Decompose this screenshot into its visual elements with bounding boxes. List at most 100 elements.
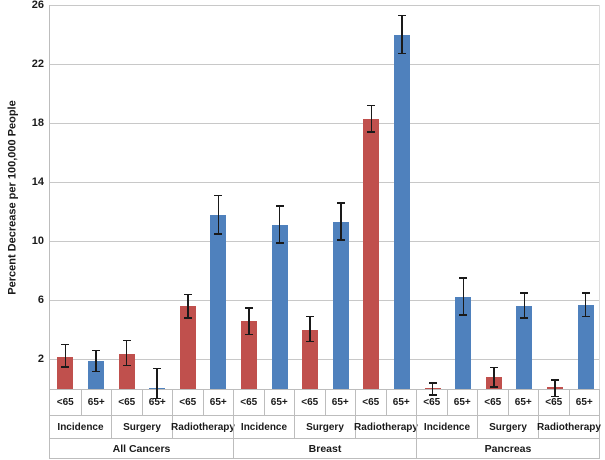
age-label-cell: <65 xyxy=(56,397,74,408)
age-label-cell: 65+ xyxy=(141,390,173,415)
error-bar-cap xyxy=(489,366,498,369)
gridline xyxy=(50,299,599,301)
error-bar-cap xyxy=(336,239,345,241)
error-bar-cap xyxy=(91,349,100,352)
error-bar xyxy=(523,293,526,319)
bar xyxy=(57,356,74,389)
age-label-cell: 65+ xyxy=(385,390,417,415)
measure-label-cell: Surgery xyxy=(477,416,538,438)
measure-label-cell: Radiotherapy xyxy=(537,416,601,438)
gridline xyxy=(50,240,599,242)
y-tick-label: 14 xyxy=(31,176,44,189)
error-bar-cap xyxy=(122,339,131,341)
error-bar-cap xyxy=(520,292,529,294)
error-bar-cap xyxy=(244,307,253,309)
error-bar-cap xyxy=(275,205,284,207)
error-bar xyxy=(462,278,464,316)
bar xyxy=(271,225,288,389)
group-label-cell: Breast xyxy=(233,439,416,458)
y-tick-label: 18 xyxy=(31,117,44,130)
measure-label-row: Incidence Surgery Radiotherapy Incidence Sur… xyxy=(50,415,601,438)
error-bar-cap xyxy=(428,382,437,384)
error-bar xyxy=(554,380,556,397)
bar xyxy=(179,306,196,389)
measure-label-cell: Radiotherapy xyxy=(354,416,418,438)
error-bar xyxy=(370,105,373,132)
category-axis-table: <65 65+ <65 65+ <65 65+ <65 65+ <65 65+ <65 65+ <65 6… xyxy=(49,389,601,459)
gridline xyxy=(50,122,599,124)
error-bar-cap xyxy=(61,366,70,368)
error-bar xyxy=(431,383,434,395)
measure-label-cell: Radiotherapy xyxy=(171,416,235,438)
error-bar-cap xyxy=(306,315,315,318)
error-bar xyxy=(340,202,342,240)
error-bar-cap xyxy=(153,397,162,400)
bar xyxy=(516,306,533,389)
error-bar xyxy=(187,294,189,319)
age-label-cell: 65+ xyxy=(568,390,600,415)
error-bar-cap xyxy=(367,131,376,133)
bar xyxy=(302,329,319,389)
error-bar-cap xyxy=(153,367,162,370)
age-label-cell: 65+ xyxy=(80,390,112,415)
age-label-cell: <65 xyxy=(538,390,569,415)
error-bar xyxy=(64,344,67,367)
error-bar xyxy=(401,15,403,54)
age-label-cell: 65+ xyxy=(324,390,356,415)
error-bar-cap xyxy=(581,292,590,294)
bar xyxy=(332,222,349,389)
y-tick-label: 2 xyxy=(37,353,44,366)
gridline xyxy=(50,358,599,360)
y-tick-label: 26 xyxy=(31,0,44,11)
error-bar-cap xyxy=(551,379,560,381)
age-label-cell: 65+ xyxy=(446,390,478,415)
age-label-row: <65 65+ <65 65+ <65 65+ <65 65+ <65 65+ <65 65+ <65 6… xyxy=(50,390,599,415)
measure-label-cell: Incidence xyxy=(57,421,104,433)
age-label-cell: <65 xyxy=(477,390,508,415)
bar xyxy=(577,304,594,389)
error-bar-cap xyxy=(581,315,590,318)
group-label-cell: Pancreas xyxy=(416,439,599,458)
plot-area xyxy=(49,4,600,400)
error-bar-cap xyxy=(428,394,437,396)
measure-label-cell: Incidence xyxy=(416,416,477,438)
error-bar xyxy=(278,205,281,243)
age-label-cell: <65 xyxy=(355,390,386,415)
measure-label-cell: Surgery xyxy=(294,416,355,438)
error-bar-cap xyxy=(214,194,223,197)
bar xyxy=(210,214,227,389)
bar xyxy=(455,297,472,389)
error-bar-cap xyxy=(244,333,253,336)
error-bar xyxy=(248,307,250,335)
gridline xyxy=(50,4,599,6)
error-bar xyxy=(125,340,128,366)
error-bar-cap xyxy=(367,104,376,107)
error-bar xyxy=(584,293,587,317)
error-bar xyxy=(493,367,495,387)
error-bar-cap xyxy=(61,343,70,346)
y-tick-label: 10 xyxy=(31,235,44,248)
bar xyxy=(240,321,257,389)
error-bar-cap xyxy=(398,52,407,55)
error-bar-cap xyxy=(336,202,345,204)
error-bar-cap xyxy=(91,370,100,373)
age-label-cell: <65 xyxy=(233,390,264,415)
error-bar-cap xyxy=(520,317,529,319)
age-label-cell: 65+ xyxy=(263,390,295,415)
error-bar-cap xyxy=(275,242,284,244)
bar xyxy=(87,360,104,389)
bar xyxy=(118,353,135,389)
error-bar-cap xyxy=(459,314,468,316)
group-label-row: All Cancers Breast Pancreas xyxy=(50,438,599,458)
age-label-cell: <65 xyxy=(111,390,142,415)
error-bar-cap xyxy=(122,364,131,367)
error-bar-cap xyxy=(183,317,192,319)
age-label-cell: <65 xyxy=(172,390,203,415)
y-tick-label: 6 xyxy=(37,294,44,307)
error-bar-cap xyxy=(183,293,192,296)
gridline xyxy=(50,181,599,183)
age-label-cell: 65+ xyxy=(202,390,234,415)
group-label-cell: All Cancers xyxy=(112,442,171,455)
error-bar xyxy=(217,195,220,234)
